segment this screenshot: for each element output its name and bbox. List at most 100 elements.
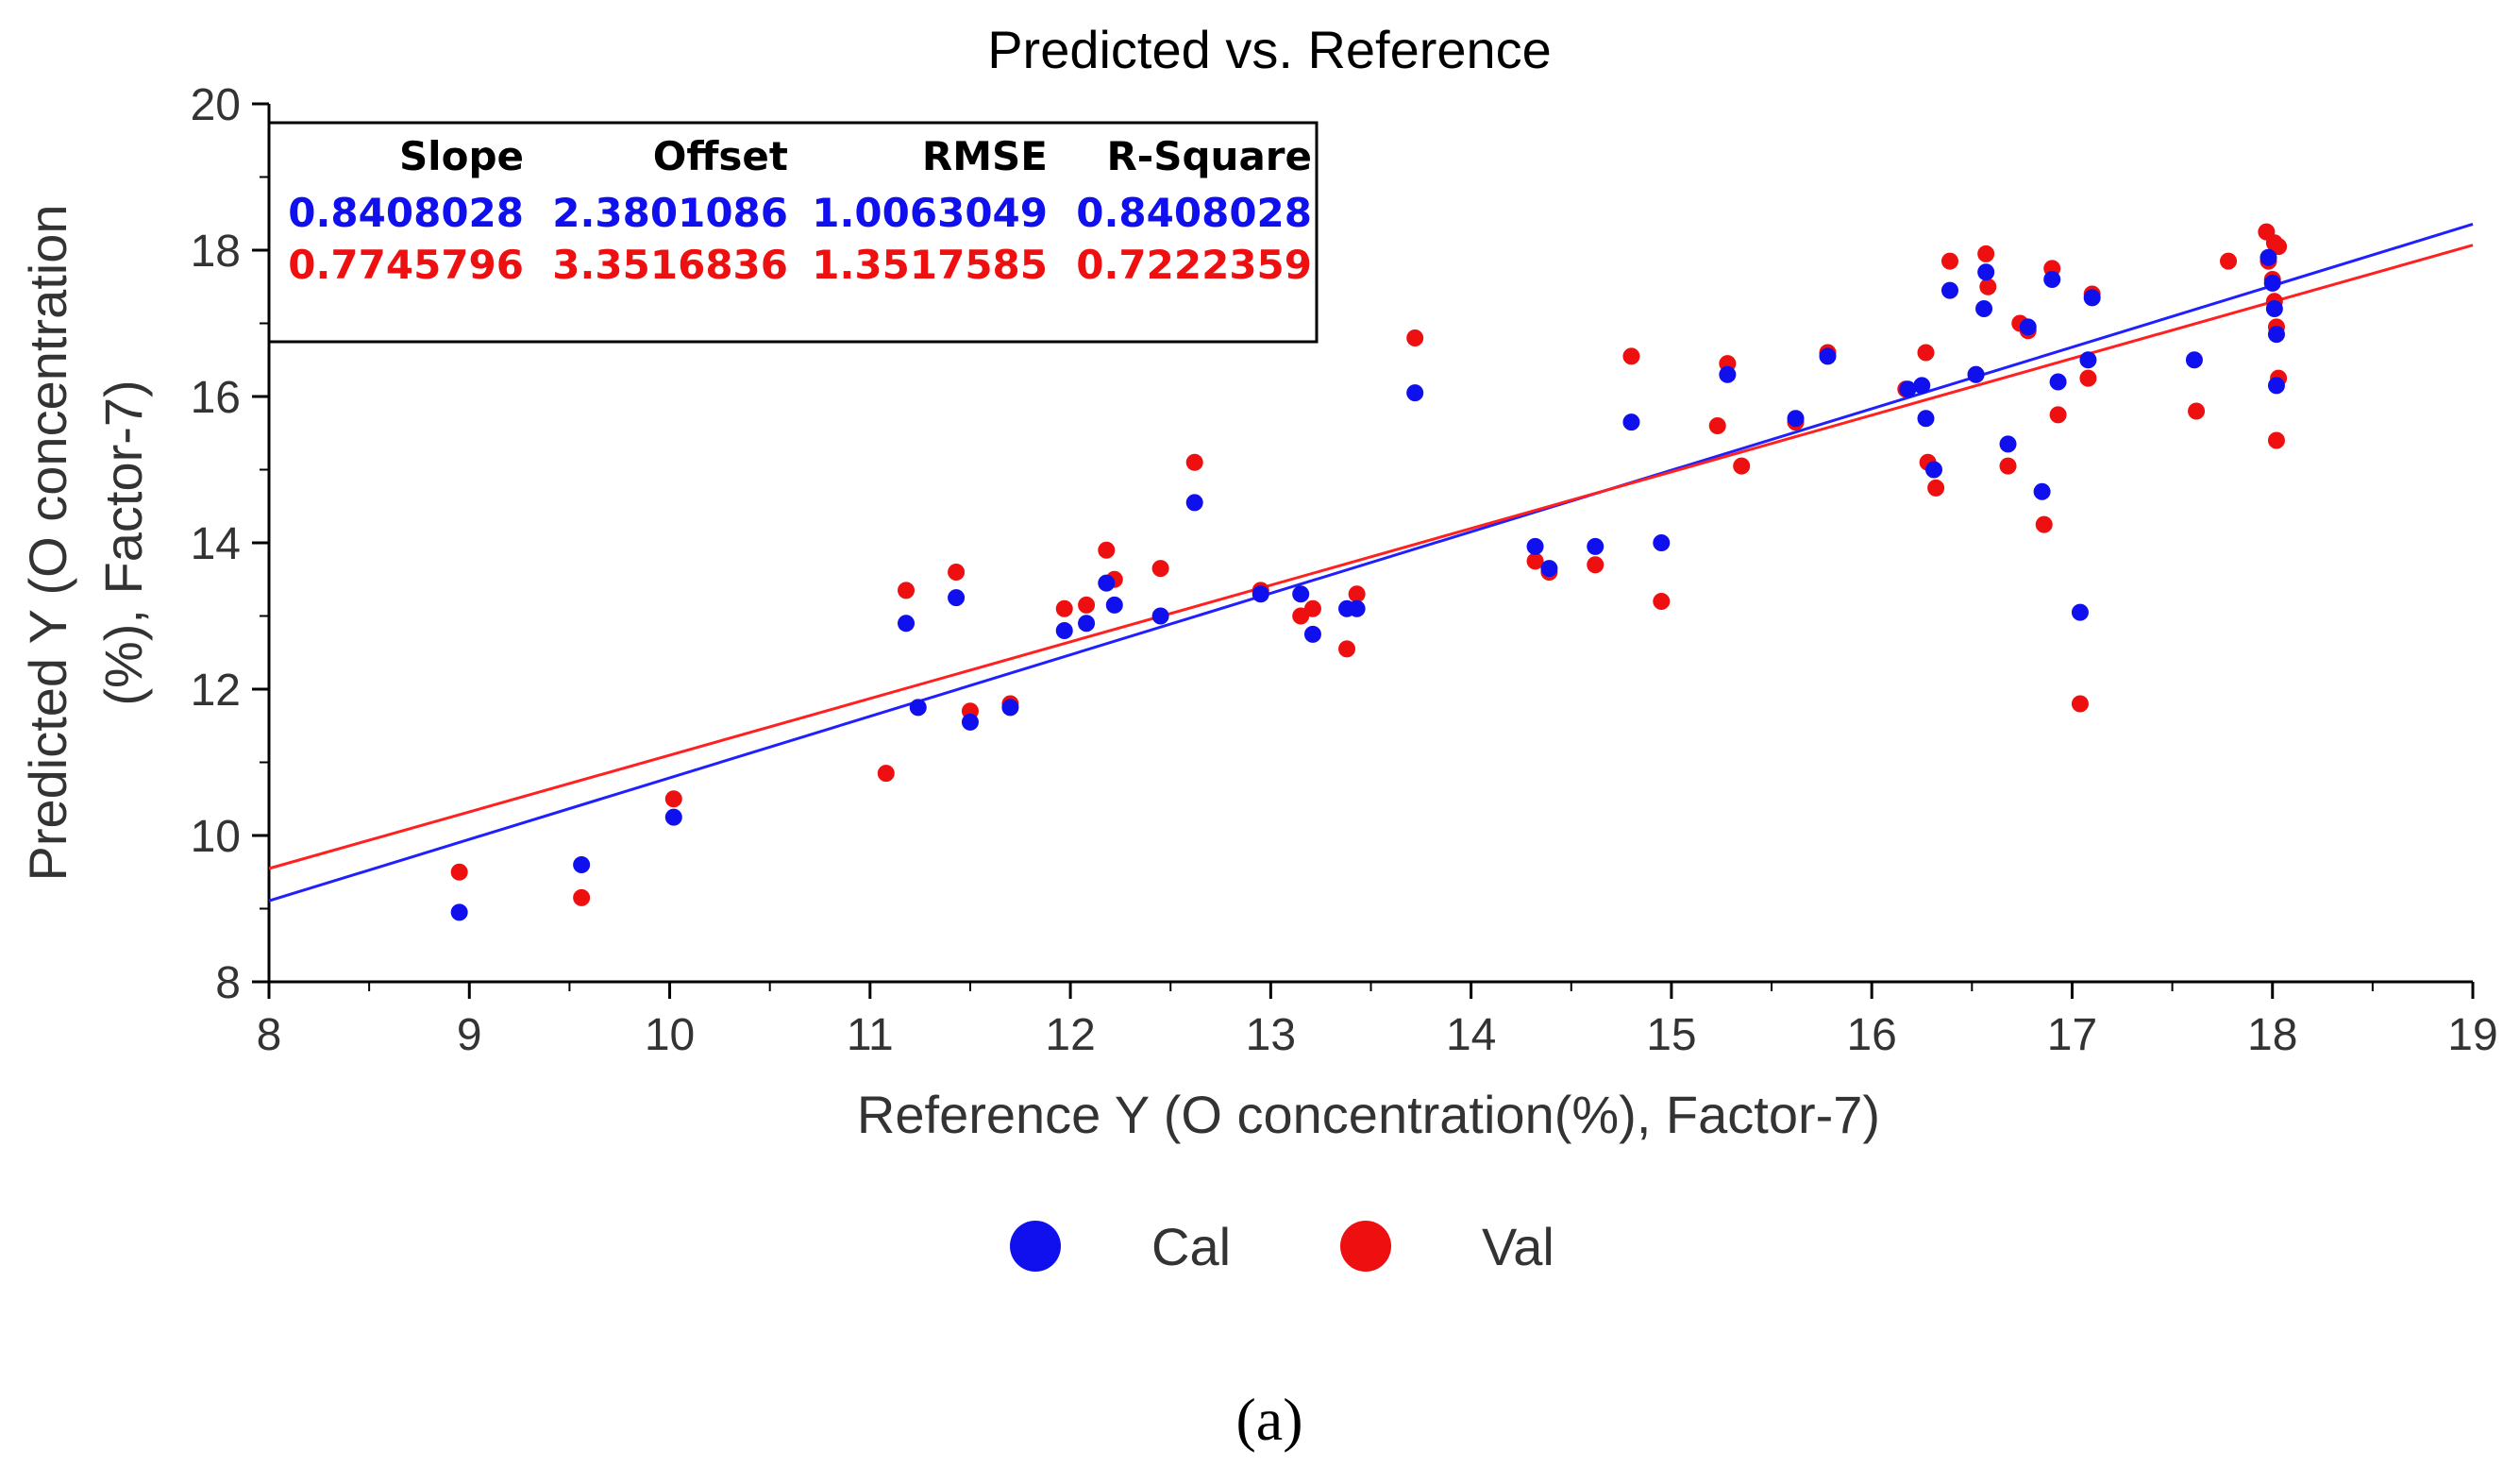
point-cal (1977, 263, 1995, 281)
point-cal (1924, 461, 1942, 479)
x-tick-label: 16 (1846, 1010, 1896, 1060)
x-axis-label: Reference Y (O concentration(%), Factor-… (857, 1085, 1880, 1144)
point-cal (2263, 274, 2281, 292)
point-val (1098, 541, 1116, 559)
point-cal (909, 699, 927, 717)
point-cal (1975, 300, 1993, 317)
point-val (1622, 347, 1640, 365)
legend-marker-cal (1010, 1221, 1061, 1272)
point-cal (2033, 482, 2051, 500)
stats-header: Offset (653, 133, 788, 179)
point-val (948, 564, 966, 581)
point-cal (1587, 537, 1604, 555)
point-val (1406, 329, 1424, 346)
point-cal (1105, 596, 1123, 614)
point-val (1940, 252, 1958, 270)
point-val (2049, 406, 2067, 424)
point-cal (1348, 599, 1366, 617)
stats-value-cal: 0.8408028 (1076, 190, 1312, 236)
point-val (1977, 245, 1995, 262)
point-cal (1622, 413, 1640, 431)
x-tick-group: 8 9 10 11 12 13 14 15 16 17 18 19 (257, 982, 2498, 1060)
point-cal (1078, 615, 1096, 633)
point-cal (2260, 248, 2277, 266)
point-cal (1967, 365, 1985, 383)
point-val (573, 888, 591, 906)
stats-header: RMSE (922, 133, 1048, 179)
point-val (2035, 515, 2053, 533)
stats-value-cal: 0.8408028 (288, 190, 524, 236)
point-cal (573, 856, 591, 873)
point-val (1151, 560, 1169, 578)
y-tick-group: 8 10 12 14 16 18 20 (191, 80, 269, 1008)
point-cal (1252, 585, 1269, 603)
x-tick-label: 10 (645, 1010, 695, 1060)
point-cal (1001, 699, 1019, 717)
point-cal (1999, 435, 2017, 453)
point-cal (1055, 622, 1073, 639)
point-val (2079, 369, 2097, 387)
point-val (1055, 599, 1073, 617)
stats-value-cal: 2.3801086 (552, 190, 788, 236)
legend-marker-val (1340, 1221, 1391, 1272)
point-cal (2267, 326, 2285, 344)
stats-table: Slope Offset RMSE R-Square 0.8408028 2.380108… (267, 121, 1319, 344)
point-val (2071, 695, 2089, 713)
data-points (450, 223, 2288, 921)
stats-table-box (267, 121, 1319, 344)
stats-value-cal: 1.0063049 (812, 190, 1048, 236)
point-val (2265, 234, 2283, 252)
point-cal (2019, 318, 2037, 336)
x-tick-label: 17 (2047, 1010, 2097, 1060)
x-tick-label: 18 (2247, 1010, 2297, 1060)
point-cal (2265, 300, 2283, 317)
point-cal (2083, 289, 2101, 307)
point-cal (450, 903, 468, 921)
point-val (1733, 457, 1751, 475)
x-tick-label: 12 (1045, 1010, 1095, 1060)
point-val (2188, 402, 2206, 420)
point-cal (898, 615, 916, 633)
point-val (1999, 457, 2017, 475)
point-cal (2043, 271, 2061, 288)
y-tick-label: 8 (215, 958, 241, 1008)
y-tick-label: 14 (191, 519, 241, 569)
x-tick-label: 9 (457, 1010, 482, 1060)
stats-value-val: 0.7745796 (288, 242, 524, 288)
stats-value-val: 0.7222359 (1076, 242, 1312, 288)
y-tick-label: 16 (191, 373, 241, 423)
x-tick-label: 11 (847, 1010, 894, 1060)
regression-line-val (268, 244, 2474, 870)
figure-caption: (a) (1235, 1386, 1302, 1453)
legend: Cal Val (1010, 1217, 1554, 1276)
point-cal (1540, 560, 1558, 578)
point-val (1338, 640, 1356, 658)
stats-header: Slope (399, 133, 524, 179)
point-cal (1303, 625, 1321, 643)
x-tick-label: 13 (1246, 1010, 1296, 1060)
point-cal (1940, 281, 1958, 299)
point-cal (1787, 410, 1805, 428)
legend-label-val: Val (1482, 1217, 1554, 1276)
point-cal (2049, 373, 2067, 391)
y-axis-label-line-2: (%), Factor-7) (93, 380, 153, 705)
point-val (1708, 417, 1726, 434)
point-val (1587, 556, 1604, 574)
stats-value-val: 3.3516836 (552, 242, 788, 288)
point-cal (1151, 607, 1169, 625)
point-cal (1526, 537, 1544, 555)
y-tick-label: 18 (191, 227, 241, 277)
y-tick-label: 10 (191, 812, 241, 862)
point-cal (664, 808, 682, 826)
point-cal (2079, 351, 2097, 369)
point-cal (2071, 603, 2089, 621)
y-tick-label: 12 (191, 666, 241, 716)
point-val (1078, 596, 1096, 614)
point-cal (2267, 377, 2285, 395)
legend-label-cal: Cal (1151, 1217, 1231, 1276)
y-axis-label: Predicted Y (O concentration (%), Factor… (18, 204, 153, 881)
point-cal (948, 589, 966, 607)
x-tick-label: 8 (257, 1010, 282, 1060)
point-cal (1917, 410, 1935, 428)
